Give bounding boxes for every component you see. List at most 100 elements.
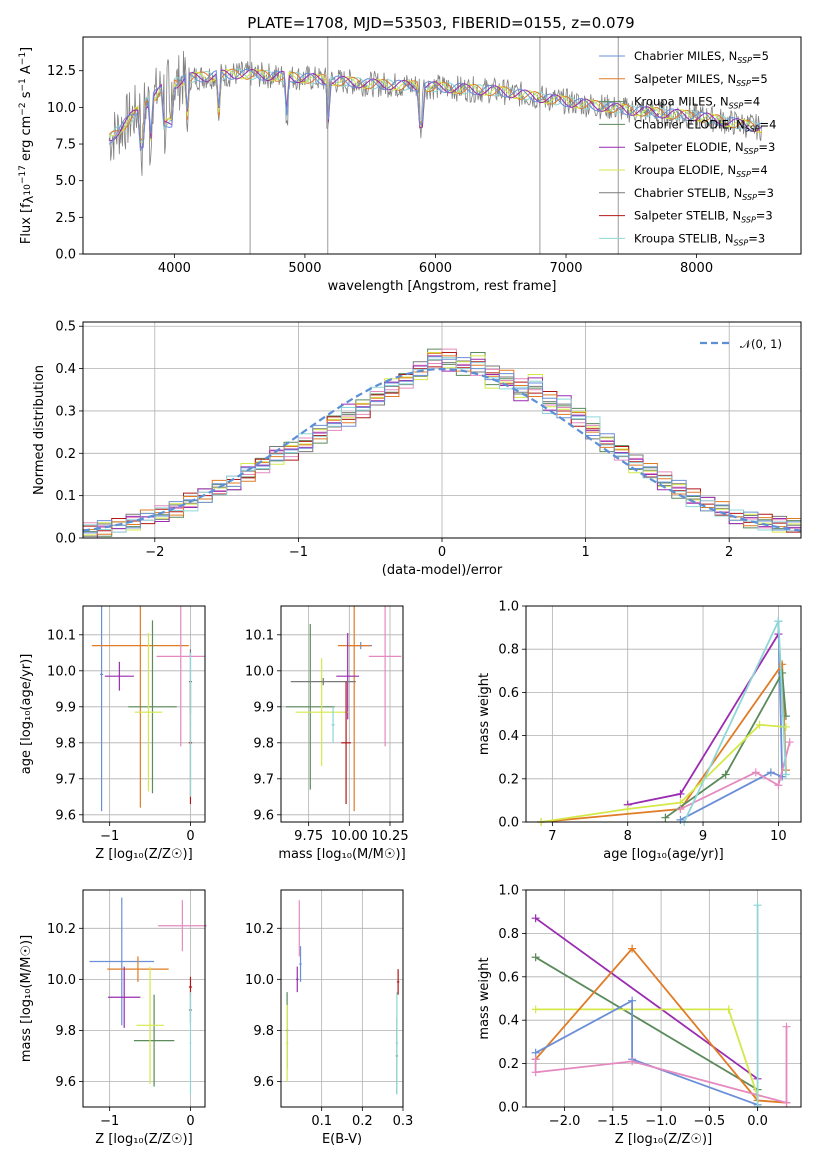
- axes-frame: [82, 889, 206, 1108]
- weight-marker: [755, 720, 764, 729]
- mass-weight-vs-metallicity-panel: −2.0 −1.5 −1.0 −0.5 0.0 0.0 0.2 0.4 0.6 0.8 1.0 Z […: [477, 884, 802, 1147]
- y-tick-label: 0.8: [498, 643, 519, 658]
- x-axis-label: wavelength [Angstrom, rest frame]: [328, 279, 557, 294]
- y-axis-label-part: −1: [18, 78, 28, 91]
- y-tick-label: 2.5: [55, 211, 76, 226]
- x-tick-label: 10: [770, 829, 787, 844]
- legend-label: Kroupa ELODIE, NSSP=4: [634, 163, 768, 179]
- x-tick-label: 8: [624, 829, 632, 844]
- histogram-step: [82, 356, 802, 538]
- y-tick-label: 0.5: [55, 320, 76, 335]
- y-axis-label-part: −1: [18, 52, 28, 65]
- x-tick-label: 0.0: [747, 1114, 768, 1129]
- legend-sub: SSP: [742, 193, 757, 202]
- x-tick-label: 0.2: [352, 1114, 373, 1129]
- weight-marker: [628, 996, 637, 1005]
- weight-marker: [785, 738, 794, 747]
- legend-n: =3: [756, 209, 773, 223]
- x-tick-label: 0: [186, 829, 194, 844]
- x-axis-label: Z [log₁₀(Z/Z☉)]: [95, 1132, 192, 1147]
- figure-title: PLATE=1708, MJD=53503, FIBERID=0155, z=0…: [247, 14, 634, 32]
- y-tick-label: 0.2: [498, 1057, 519, 1072]
- x-tick-label: −1.5: [597, 1114, 629, 1129]
- x-axis-label: E(B-V): [322, 1132, 362, 1147]
- legend-n: =4: [760, 117, 777, 131]
- y-axis-label: Flux [fλ10−17 erg cm−2 s−1 A−1]: [18, 47, 37, 244]
- y-tick-label: 10.2: [47, 922, 76, 937]
- legend-sub: SSP: [744, 147, 759, 156]
- x-axis-label: age [log₁₀(age/yr)]: [603, 847, 724, 862]
- legend-label: Chabrier MILES, NSSP=5: [634, 49, 769, 65]
- weight-line: [535, 917, 759, 1080]
- legend-text: Chabrier STELIB, N: [634, 186, 742, 200]
- x-axis-label: (data-model)/error: [382, 563, 503, 578]
- axes-frame: [525, 889, 802, 1108]
- weight-line: [680, 621, 784, 821]
- x-tick-label: 0: [438, 545, 446, 560]
- y-tick-label: 1.0: [498, 600, 519, 615]
- weight-marker: [774, 617, 783, 626]
- weight-marker: [782, 1098, 791, 1107]
- y-axis-label-part: λ: [22, 195, 37, 203]
- y-tick-label: 0.4: [55, 362, 76, 377]
- x-tick-label: −1: [100, 1114, 119, 1129]
- y-tick-label: 0.6: [498, 686, 519, 701]
- y-tick-label: 0.0: [55, 532, 76, 547]
- x-tick-label: −0.5: [694, 1114, 726, 1129]
- weight-line: [535, 999, 758, 1106]
- weight-marker: [753, 901, 762, 910]
- x-tick-label: 2: [725, 545, 733, 560]
- legend-text: Kroupa MILES, N: [634, 95, 729, 109]
- weight-marker: [676, 805, 685, 814]
- weight-marker: [531, 914, 540, 923]
- legend-label: Salpeter ELODIE, NSSP=3: [634, 140, 775, 156]
- x-tick-label: −1: [100, 829, 119, 844]
- legend-label: Chabrier STELIB, NSSP=3: [634, 186, 774, 202]
- legend-text: Chabrier MILES, N: [634, 49, 737, 63]
- weight-marker: [531, 953, 540, 962]
- mass-vs-extinction-panel: 0.1 0.2 0.3 9.6 9.8 10.0 10.2 E(B-V): [245, 889, 413, 1147]
- legend-sub: SSP: [736, 79, 751, 88]
- weight-line: [680, 741, 791, 810]
- weight-line: [541, 661, 787, 823]
- legend-label: Chabrier ELODIE, NSSP=4: [634, 117, 776, 133]
- legend-n: =5: [752, 49, 769, 63]
- model-spectrum: [108, 68, 762, 152]
- spectrum-lines: [108, 37, 763, 254]
- x-tick-label: 9.75: [294, 829, 323, 844]
- legend-n: =3: [758, 140, 775, 154]
- axes-frame: [525, 605, 802, 823]
- y-tick-label: 1.0: [498, 884, 519, 899]
- y-tick-label: 10.0: [47, 973, 76, 988]
- y-tick-label: 9.7: [55, 772, 76, 787]
- weight-marker: [781, 770, 790, 779]
- weight-line: [535, 956, 759, 1091]
- legend-n: =3: [748, 231, 765, 245]
- legend-label: Salpeter STELIB, NSSP=3: [634, 209, 773, 225]
- y-tick-label: 10.0: [245, 973, 274, 988]
- weight-marker: [531, 1068, 540, 1077]
- age-vs-mass-panel: 9.75 10.00 10.25 9.6 9.7 9.8 9.9 10.0 10.1 mass […: [245, 605, 409, 862]
- y-tick-label: 0.1: [55, 489, 76, 504]
- weight-marker: [766, 768, 775, 777]
- spectrum-panel: 4000 5000 6000 7000 8000 0.0 2.5 5.0 7.5 10.0 12.5…: [18, 36, 802, 294]
- y-tick-label: 9.9: [253, 700, 274, 715]
- residual-histogram-panel: −2 −1 0 1 2 0.0 0.1 0.2 0.3 0.4 0.5 (data-model)/er…: [32, 320, 802, 578]
- y-tick-label: 9.8: [253, 1024, 274, 1039]
- y-axis-label: mass weight: [477, 957, 492, 1039]
- y-tick-label: 9.8: [55, 1024, 76, 1039]
- y-axis-label-part: A: [19, 65, 34, 78]
- weight-marker: [774, 781, 783, 790]
- y-tick-label: 0.2: [498, 772, 519, 787]
- y-tick-label: 0.8: [498, 927, 519, 942]
- y-axis-label-part: erg cm: [19, 116, 34, 165]
- y-axis-label: mass weight: [477, 673, 492, 755]
- y-tick-label: 10.0: [245, 664, 274, 679]
- axes-frame: [82, 36, 802, 255]
- y-axis-label: mass [log₁₀(M/M☉)]: [19, 935, 34, 1062]
- legend-n: =4: [751, 163, 768, 177]
- y-axis-label-part: ]: [19, 47, 34, 52]
- weight-marker: [676, 789, 685, 798]
- y-tick-label: 0.0: [55, 248, 76, 263]
